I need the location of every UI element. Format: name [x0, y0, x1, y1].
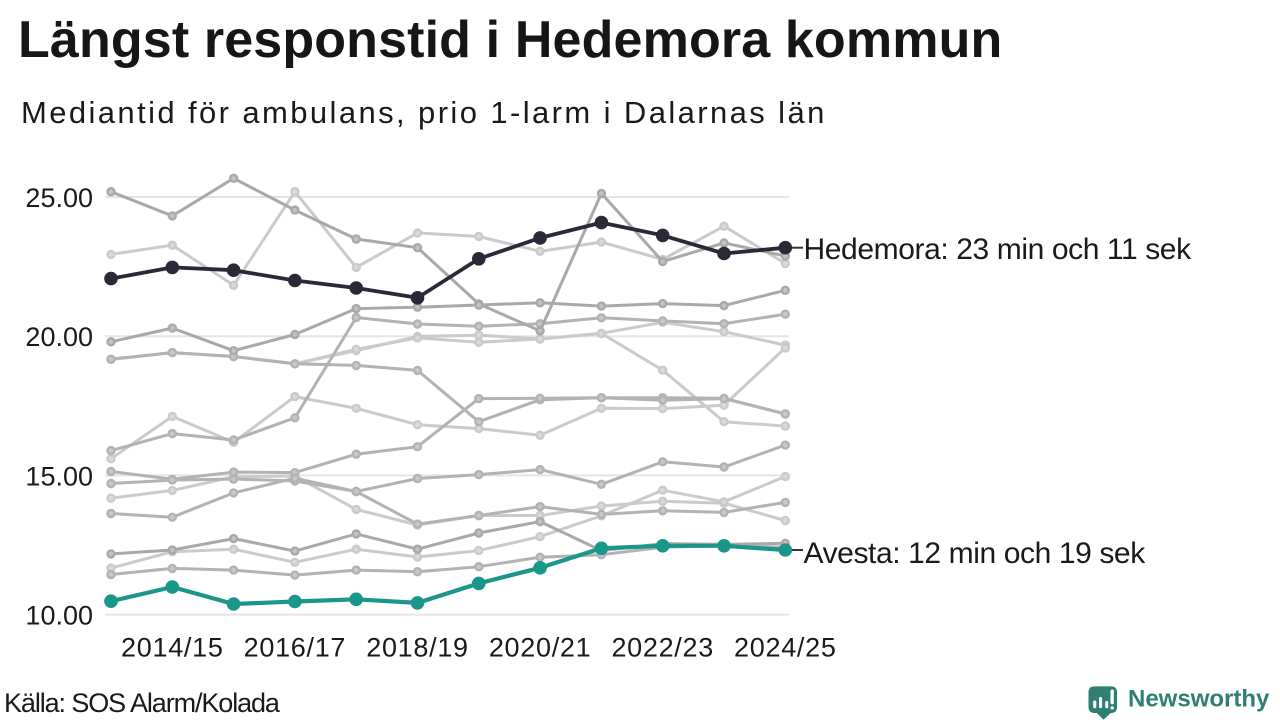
svg-text:Hedemora: 23 min och 11 sek: Hedemora: 23 min och 11 sek: [804, 233, 1193, 266]
svg-text:2014/15: 2014/15: [121, 633, 224, 663]
svg-text:20.00: 20.00: [25, 322, 93, 352]
svg-text:10.00: 10.00: [25, 601, 93, 631]
svg-text:2020/21: 2020/21: [489, 633, 592, 663]
svg-text:2016/17: 2016/17: [244, 633, 347, 663]
svg-text:25.00: 25.00: [25, 183, 93, 213]
svg-text:2018/19: 2018/19: [366, 633, 469, 663]
svg-text:Newsworthy: Newsworthy: [1128, 686, 1270, 713]
svg-text:2022/23: 2022/23: [611, 633, 714, 663]
svg-text:15.00: 15.00: [25, 461, 93, 491]
svg-text:2024/25: 2024/25: [734, 633, 837, 663]
svg-text:Avesta: 12 min och 19 sek: Avesta: 12 min och 19 sek: [804, 537, 1147, 570]
